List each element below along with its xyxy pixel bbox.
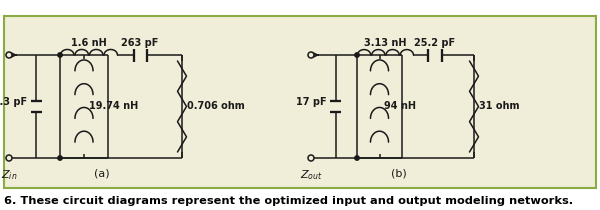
Circle shape [58, 53, 62, 57]
Text: 6. These circuit diagrams represent the optimized input and output modeling netw: 6. These circuit diagrams represent the … [4, 196, 573, 206]
Text: $Z_{out}$: $Z_{out}$ [299, 168, 322, 182]
Text: 25.2 pF: 25.2 pF [415, 38, 455, 48]
Text: 1.6 nH: 1.6 nH [71, 38, 107, 48]
Text: (b): (b) [391, 168, 407, 178]
Text: 25.3 pF: 25.3 pF [0, 97, 27, 108]
Text: 31 ohm: 31 ohm [479, 101, 520, 112]
Text: 94 nH: 94 nH [385, 101, 416, 112]
Text: 17 pF: 17 pF [296, 97, 326, 108]
Circle shape [58, 156, 62, 160]
Text: (a): (a) [94, 168, 110, 178]
Text: 3.13 nH: 3.13 nH [364, 38, 407, 48]
FancyBboxPatch shape [4, 16, 596, 188]
Text: 0.706 ohm: 0.706 ohm [187, 101, 245, 112]
Circle shape [355, 156, 359, 160]
Circle shape [355, 53, 359, 57]
Text: $Z_{in}$: $Z_{in}$ [1, 168, 17, 182]
Text: 19.74 nH: 19.74 nH [89, 101, 138, 112]
Text: 263 pF: 263 pF [121, 38, 158, 48]
